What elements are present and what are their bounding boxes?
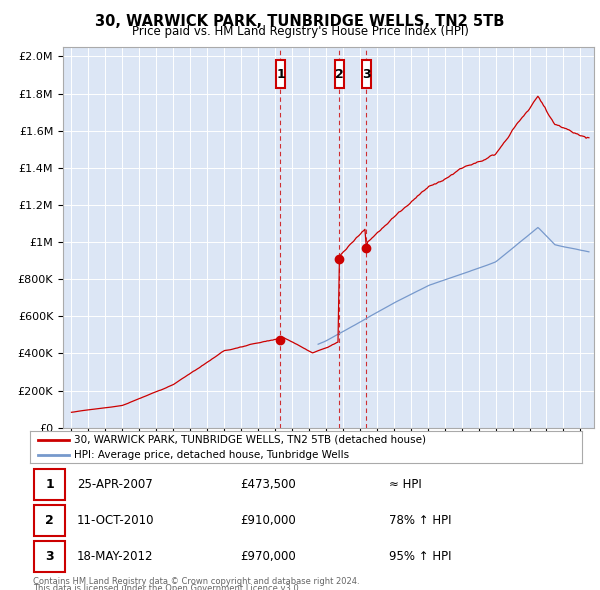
Text: 78% ↑ HPI: 78% ↑ HPI (389, 514, 451, 527)
FancyBboxPatch shape (34, 506, 65, 536)
Text: 3: 3 (45, 550, 54, 563)
Text: 30, WARWICK PARK, TUNBRIDGE WELLS, TN2 5TB (detached house): 30, WARWICK PARK, TUNBRIDGE WELLS, TN2 5… (74, 435, 426, 445)
Text: 2: 2 (45, 514, 54, 527)
Text: Price paid vs. HM Land Registry's House Price Index (HPI): Price paid vs. HM Land Registry's House … (131, 25, 469, 38)
FancyBboxPatch shape (34, 470, 65, 500)
Text: HPI: Average price, detached house, Tunbridge Wells: HPI: Average price, detached house, Tunb… (74, 450, 349, 460)
FancyBboxPatch shape (34, 542, 65, 572)
Text: 18-MAY-2012: 18-MAY-2012 (77, 550, 154, 563)
Text: 30, WARWICK PARK, TUNBRIDGE WELLS, TN2 5TB: 30, WARWICK PARK, TUNBRIDGE WELLS, TN2 5… (95, 14, 505, 28)
Text: £473,500: £473,500 (240, 478, 296, 491)
Text: 1: 1 (276, 68, 285, 81)
Text: £910,000: £910,000 (240, 514, 296, 527)
Text: 3: 3 (362, 68, 371, 81)
Text: 25-APR-2007: 25-APR-2007 (77, 478, 152, 491)
Text: 95% ↑ HPI: 95% ↑ HPI (389, 550, 451, 563)
Text: ≈ HPI: ≈ HPI (389, 478, 422, 491)
FancyBboxPatch shape (276, 60, 285, 88)
Text: 2: 2 (335, 68, 344, 81)
Text: Contains HM Land Registry data © Crown copyright and database right 2024.: Contains HM Land Registry data © Crown c… (33, 577, 359, 586)
Text: 1: 1 (45, 478, 54, 491)
FancyBboxPatch shape (335, 60, 344, 88)
Text: This data is licensed under the Open Government Licence v3.0.: This data is licensed under the Open Gov… (33, 584, 301, 590)
FancyBboxPatch shape (362, 60, 371, 88)
Text: £970,000: £970,000 (240, 550, 296, 563)
Text: 11-OCT-2010: 11-OCT-2010 (77, 514, 154, 527)
